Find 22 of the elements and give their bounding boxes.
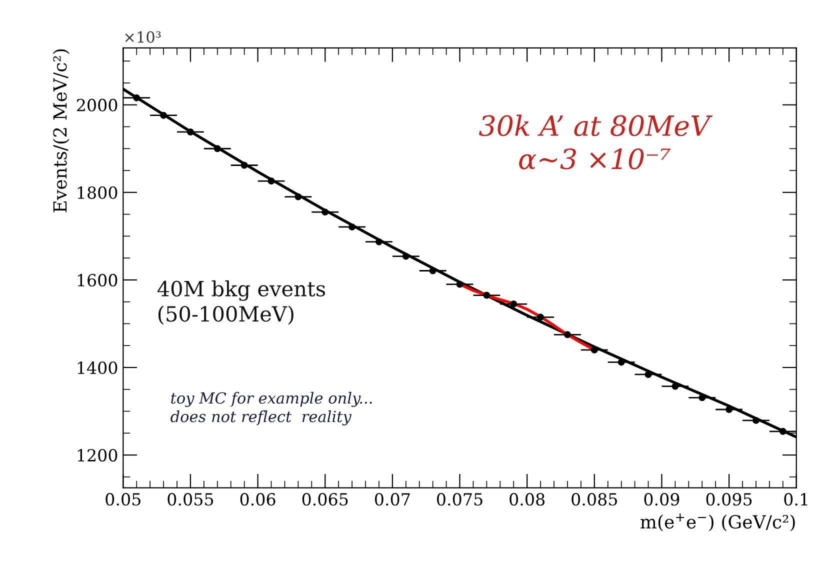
y-tick-label: 1400 — [78, 361, 118, 374]
y-tick-label: 1200 — [78, 448, 118, 462]
x-tick-label: 0.06 — [240, 493, 276, 506]
x-tick-label: 0.075 — [437, 493, 482, 506]
annotation: 30k A’ at 80MeV α~3 ×10⁻⁷ — [479, 114, 713, 170]
x-tick-label: 0.095 — [706, 493, 752, 506]
y-tick-label: 1600 — [78, 274, 118, 287]
x-tick-label: 0.085 — [572, 493, 617, 506]
x-tick-label: 0.1 — [784, 493, 808, 506]
annotation: 40M bkg events (50-100MeV) — [157, 280, 326, 325]
annotation: toy MC for example only... does not reflect reality — [170, 392, 372, 426]
x-tick-label: 0.065 — [302, 493, 348, 506]
x-tick-label: 0.055 — [168, 493, 214, 506]
x-axis-title: m(e$^{+}$e$^{−}$) (GeV/c²) — [640, 514, 795, 532]
x-tick-label: 0.05 — [106, 493, 140, 506]
x-tick-label: 0.09 — [644, 493, 680, 506]
text: ×10³ — [125, 31, 161, 43]
y-axis-title: Events/(2 MeV/c²) — [52, 49, 70, 212]
y-tick-label: 2000 — [77, 98, 118, 112]
x-tick-label: 0.07 — [374, 493, 410, 506]
y-tick-label: 1800 — [78, 186, 118, 199]
x-tick-label: 0.08 — [510, 493, 545, 506]
